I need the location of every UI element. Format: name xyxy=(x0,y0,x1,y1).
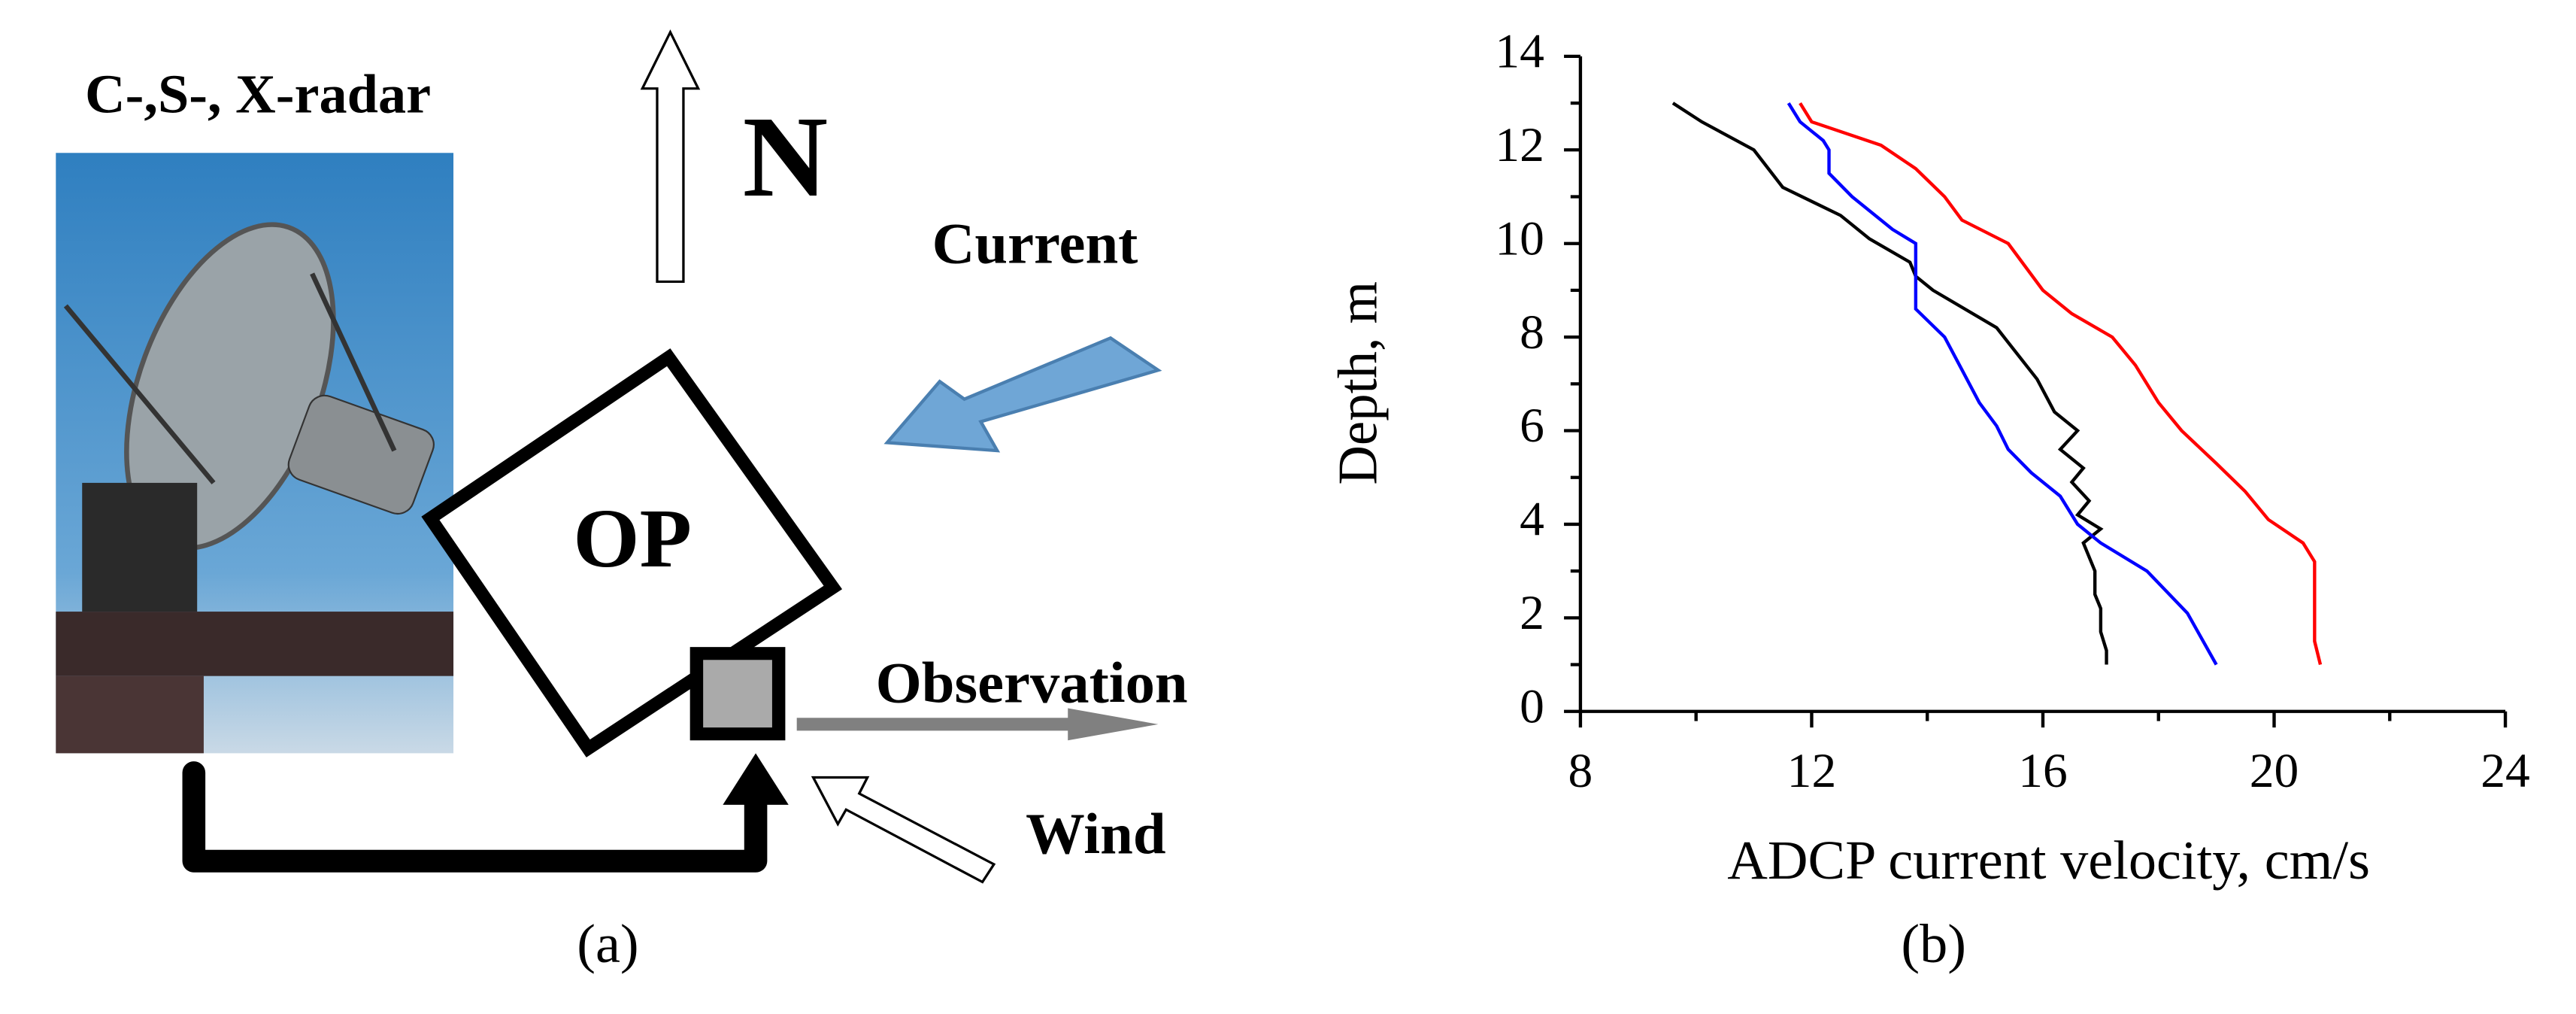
series-line xyxy=(1787,102,2218,666)
link-line xyxy=(182,761,768,873)
x-tick-label: 8 xyxy=(1568,745,1593,798)
x-axis-title: ADCP current velocity, cm/s xyxy=(1727,830,2370,891)
platform-label: OP xyxy=(573,493,692,585)
north-label: N xyxy=(743,92,829,220)
y-axis-title: Depth, m xyxy=(1326,281,1389,485)
current-arrow xyxy=(883,335,1162,453)
y-tick-label: 8 xyxy=(1520,305,1544,359)
x-tick-label: 16 xyxy=(2018,745,2068,798)
x-tick-label: 12 xyxy=(1787,745,1837,798)
y-tick-label: 12 xyxy=(1495,119,1544,172)
wind-label: Wind xyxy=(1026,802,1166,866)
observation-arrow xyxy=(796,708,1159,741)
diagram: C-,S-, X-radar N Current OP Observation … xyxy=(56,29,1188,974)
current-label: Current xyxy=(932,211,1138,275)
y-tick-label: 14 xyxy=(1495,25,1544,78)
y-tick-label: 6 xyxy=(1520,399,1544,453)
x-tick-label: 24 xyxy=(2481,745,2530,798)
north-arrow xyxy=(640,29,701,284)
radar-photo-detail xyxy=(56,222,454,754)
radar-label: C-,S-, X-radar xyxy=(85,63,431,124)
series-line xyxy=(1671,102,2108,665)
y-tick-label: 10 xyxy=(1495,212,1544,266)
wind-arrow xyxy=(811,776,996,884)
panel-caption: (a) xyxy=(577,913,638,974)
x-tick-label: 20 xyxy=(2250,745,2299,798)
y-tick-label: 4 xyxy=(1520,493,1544,546)
observation-label: Observation xyxy=(876,651,1188,715)
series-line xyxy=(1799,102,2323,666)
link-arrowhead xyxy=(723,753,789,805)
panel-caption: (b) xyxy=(1901,913,1966,974)
y-tick-label: 0 xyxy=(1520,680,1544,733)
y-tick-label: 2 xyxy=(1520,587,1544,640)
observation-point xyxy=(689,647,786,741)
